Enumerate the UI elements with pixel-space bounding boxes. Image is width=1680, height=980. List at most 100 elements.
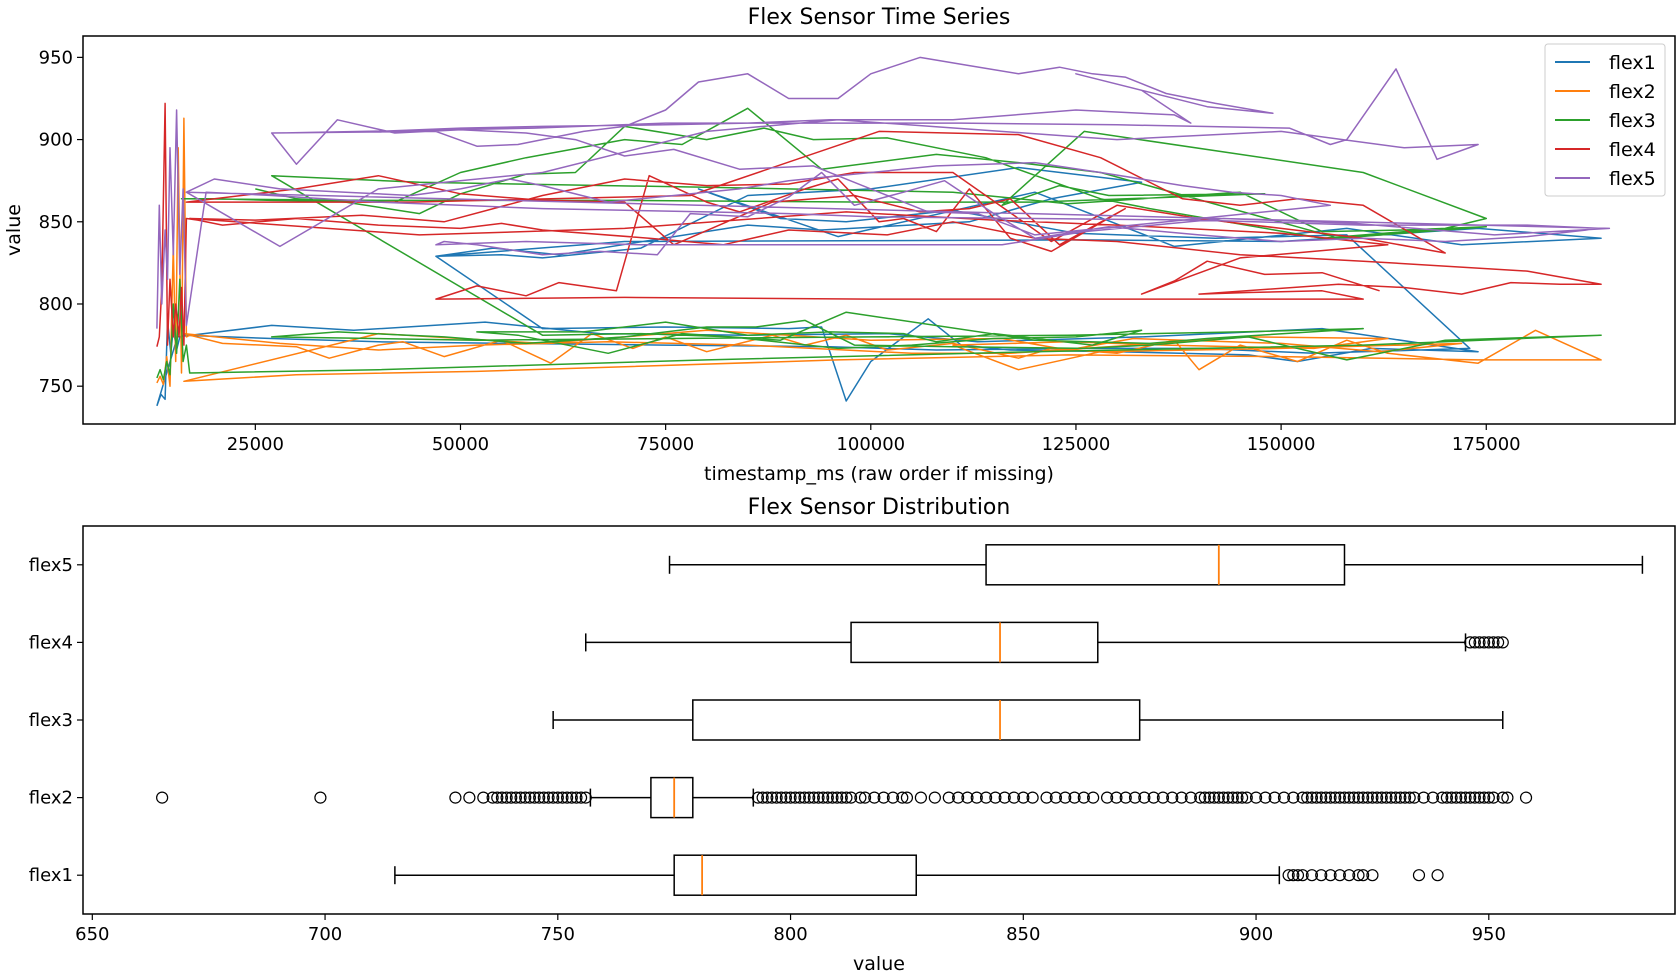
- outlier-point: [537, 791, 550, 804]
- outlier-point: [1482, 791, 1495, 804]
- outlier-point: [1040, 791, 1053, 804]
- distribution-boxes: [156, 544, 1644, 896]
- outlier-point: [1343, 869, 1356, 882]
- outlier-point: [491, 791, 504, 804]
- outlier-point: [561, 791, 574, 804]
- outlier-point: [1496, 636, 1509, 649]
- outlier-point: [1357, 791, 1370, 804]
- outlier-point: [514, 791, 527, 804]
- outlier-point: [793, 791, 806, 804]
- outlier-point: [1226, 791, 1239, 804]
- outlier-point: [751, 791, 765, 804]
- outlier-point: [1087, 791, 1100, 804]
- outlier-point: [840, 791, 853, 804]
- time-series-legend: flex1 flex2 flex3 flex4 flex5: [1544, 43, 1666, 197]
- x-tick-label: 700: [308, 924, 342, 945]
- outlier-point: [1166, 791, 1179, 804]
- x-tick-label: 50000: [432, 434, 489, 455]
- outlier-point: [1412, 869, 1426, 882]
- outlier-point: [533, 791, 546, 804]
- outlier-point: [1175, 791, 1188, 804]
- outlier-point: [1468, 636, 1481, 649]
- outlier-point: [1464, 791, 1477, 804]
- outlier-point: [1333, 869, 1346, 882]
- outlier-point: [570, 791, 583, 804]
- time-series-y-ticks: 750 800 850 900 950: [39, 47, 83, 397]
- outlier-point: [1007, 791, 1021, 804]
- outlier-point: [1315, 869, 1328, 882]
- outlier-point: [817, 791, 830, 804]
- outlier-point: [826, 791, 839, 804]
- outlier-point: [1389, 791, 1402, 804]
- time-series-x-ticks: 25000 50000 75000 100000 125000 150000 175000: [227, 424, 1521, 455]
- outlier-point: [1459, 791, 1472, 804]
- outlier-point: [1496, 791, 1509, 804]
- outlier-point: [1235, 791, 1249, 804]
- outlier-point: [1450, 791, 1463, 804]
- outlier-point: [900, 791, 914, 804]
- outlier-point: [1147, 791, 1160, 804]
- outlier-point: [1417, 791, 1430, 804]
- outlier-point: [803, 791, 816, 804]
- y-tick-label: 800: [39, 294, 73, 315]
- box-flex3: [552, 699, 1504, 741]
- outlier-point: [1068, 791, 1081, 804]
- time-series-title: Flex Sensor Time Series: [748, 5, 1011, 30]
- iqr-box: [692, 699, 1141, 741]
- outlier-point: [1338, 791, 1351, 804]
- outlier-point: [565, 791, 578, 804]
- x-tick-label: 900: [1239, 924, 1273, 945]
- outlier-point: [952, 791, 965, 804]
- outlier-point: [1240, 791, 1253, 804]
- series-line-flex1: [156, 166, 1602, 407]
- outlier-point: [1287, 869, 1300, 882]
- outlier-point: [970, 791, 983, 804]
- outlier-point: [1492, 636, 1505, 649]
- outlier-point: [812, 791, 825, 804]
- x-tick-label: 75000: [637, 434, 694, 455]
- outlier-point: [574, 791, 588, 804]
- outlier-point: [505, 791, 518, 804]
- outlier-point: [1026, 791, 1039, 804]
- y-tick-label: 750: [39, 376, 73, 397]
- outlier-point: [1222, 791, 1235, 804]
- outlier-point: [1487, 636, 1500, 649]
- y-tick-label: 850: [39, 212, 73, 233]
- outlier-point: [463, 791, 476, 804]
- series-line-flex3: [156, 107, 1602, 381]
- outlier-point: [1403, 791, 1416, 804]
- outlier-point: [551, 791, 564, 804]
- outlier-point: [798, 791, 811, 804]
- outlier-point: [844, 791, 858, 804]
- x-tick-label: 800: [773, 924, 807, 945]
- outlier-point: [854, 791, 867, 804]
- outlier-point: [1319, 791, 1332, 804]
- outlier-point: [756, 791, 769, 804]
- outlier-point: [477, 791, 490, 804]
- outlier-point: [942, 791, 955, 804]
- time-series-axes-frame: [82, 35, 1676, 425]
- x-tick-label: 150000: [1247, 434, 1316, 455]
- outlier-point: [1357, 869, 1370, 882]
- outlier-point: [1305, 869, 1319, 882]
- series-line-flex5: [156, 56, 1611, 329]
- outlier-point: [1296, 869, 1309, 882]
- outlier-point: [1361, 791, 1374, 804]
- outlier-point: [1287, 791, 1300, 804]
- outlier-point: [784, 791, 797, 804]
- outlier-point: [928, 791, 941, 804]
- outlier-point: [1347, 791, 1360, 804]
- distribution-title: Flex Sensor Distribution: [748, 495, 1011, 520]
- outlier-point: [542, 791, 555, 804]
- outlier-point: [523, 791, 536, 804]
- legend-label-flex5: flex5: [1609, 168, 1656, 190]
- distribution-panel: Flex Sensor Distribution 650 700 750 800 850…: [29, 495, 1676, 975]
- outlier-point: [1478, 636, 1491, 649]
- iqr-box: [850, 621, 1099, 664]
- outlier-point: [765, 791, 779, 804]
- outlier-point: [500, 791, 513, 804]
- outlier-point: [1128, 791, 1142, 804]
- outlier-point: [914, 791, 927, 804]
- outlier-point: [1398, 791, 1412, 804]
- outlier-point: [156, 791, 169, 804]
